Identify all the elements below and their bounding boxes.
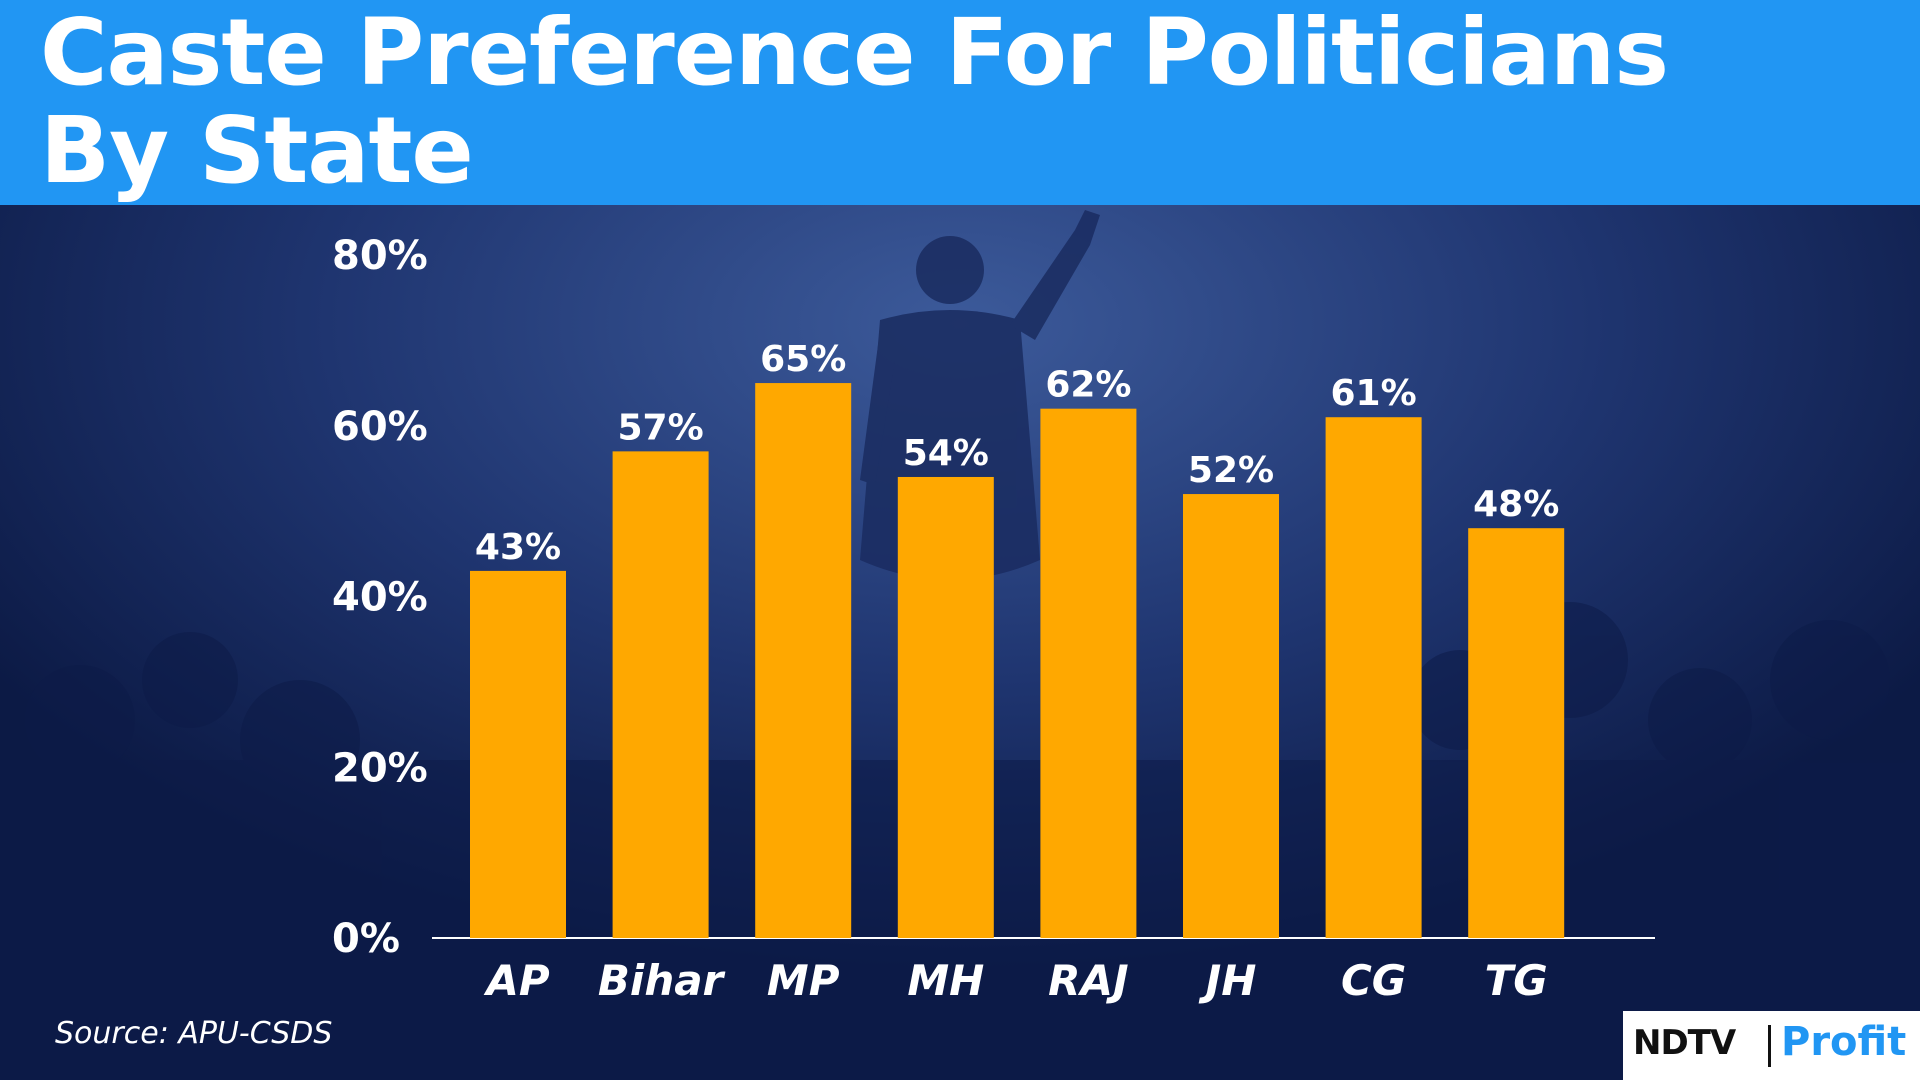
logo-divider [1768, 1025, 1771, 1067]
bar-raj [1040, 408, 1137, 938]
bar-tg [1468, 528, 1565, 938]
data-label: 57% [618, 407, 704, 448]
x-tick-label: JH [1199, 956, 1257, 1005]
logo-brand: NDTV [1633, 1023, 1736, 1063]
data-label: 61% [1331, 373, 1417, 414]
x-tick-label: MP [767, 956, 840, 1005]
title-banner: Caste Preference For Politicians By Stat… [0, 0, 1920, 205]
data-label: 43% [475, 527, 561, 568]
x-tick-label: TG [1485, 956, 1548, 1005]
x-tick-label: AP [483, 956, 550, 1005]
bars [470, 383, 1565, 938]
bar-bihar [612, 451, 709, 938]
ndtv-profit-logo: NDTV Profit [1623, 1011, 1920, 1080]
logo-product: Profit [1781, 1019, 1907, 1065]
y-axis: 0% 20% 40% 60% 80% [332, 233, 428, 962]
data-label: 65% [760, 339, 846, 380]
bar-cg [1325, 417, 1422, 938]
data-label: 52% [1188, 450, 1274, 491]
y-tick-label: 20% [332, 745, 428, 791]
bar-ap [470, 570, 566, 938]
data-label: 54% [903, 433, 989, 474]
bar-mh [897, 476, 994, 938]
y-tick-label: 40% [332, 575, 428, 621]
bar-mp [755, 383, 852, 938]
page-title: Caste Preference For Politicians By Stat… [40, 0, 1669, 204]
bar-jh [1183, 494, 1279, 938]
y-tick-label: 0% [332, 916, 400, 962]
source-note: Source: APU-CSDS [55, 1016, 333, 1051]
data-label: 48% [1473, 484, 1559, 525]
y-tick-label: 80% [332, 233, 428, 279]
x-axis-labels: AP Bihar MP MH RAJ JH CG TG [483, 956, 1547, 1005]
x-tick-label: MH [907, 956, 984, 1005]
x-tick-label: Bihar [598, 956, 726, 1005]
data-labels: 43% 57% 65% 54% 62% 52% 61% 48% [475, 339, 1559, 568]
x-tick-label: CG [1341, 956, 1406, 1005]
data-label: 62% [1045, 365, 1131, 406]
x-tick-label: RAJ [1048, 956, 1128, 1005]
y-tick-label: 60% [332, 404, 428, 450]
